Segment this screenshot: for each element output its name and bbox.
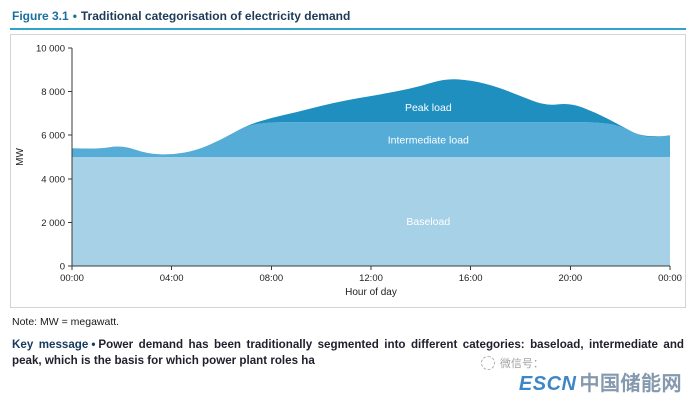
watermark-brand-row: ESCN 中国储能网 (519, 373, 682, 395)
watermark-brand-en: ESCN (518, 373, 577, 395)
x-tick-label: 12:00 (359, 273, 383, 284)
y-tick-label: 8 000 (41, 87, 65, 98)
chart-box: 0 2 000 4 000 6 000 8 000 10 000 00:00 04:00 08:… (10, 34, 686, 308)
x-tick-label: 16:00 (459, 273, 483, 284)
y-axis-title: MW (15, 148, 26, 166)
figure-number: Figure 3.1 (12, 9, 69, 23)
chart-note: Note: MW = megawatt. (12, 316, 120, 328)
key-message-text: Power demand has been traditionally segm… (12, 338, 684, 368)
x-tick-label: 20:00 (558, 273, 582, 284)
band-label-intermediate-load: Intermediate load (388, 134, 469, 146)
band-label-baseload: Baseload (406, 216, 450, 228)
demand-area-chart: 0 2 000 4 000 6 000 8 000 10 000 00:00 04:00 08:… (15, 44, 682, 299)
x-tick-label: 04:00 (160, 273, 184, 284)
band-label-peak-load: Peak load (405, 102, 452, 114)
area-baseload (72, 157, 670, 266)
figure-title: Traditional categorisation of electricit… (80, 9, 351, 23)
y-tick-label: 4 000 (41, 174, 65, 185)
x-tick-label: 00:00 (658, 273, 682, 284)
figure-bullet: • (72, 9, 77, 23)
header-rule (10, 28, 686, 30)
key-message-bullet: • (91, 338, 96, 351)
x-axis-title: Hour of day (345, 287, 397, 298)
key-message-label: Key message (12, 338, 89, 351)
y-tick-label: 2 000 (41, 218, 65, 229)
area-peak-load (72, 79, 670, 155)
watermark-brand-cn: 中国储能网 (579, 373, 682, 395)
y-tick-label: 10 000 (36, 44, 65, 55)
area-intermediate-load (72, 122, 670, 157)
x-tick-label: 00:00 (60, 273, 84, 284)
y-tick-label: 6 000 (41, 131, 65, 142)
key-message: Key message • Power demand has been tradit… (12, 337, 684, 370)
y-tick-label: 0 (60, 262, 65, 273)
x-tick-label: 08:00 (259, 273, 283, 284)
figure-header: Figure 3.1 • Traditional categorisation of… (0, 0, 696, 24)
